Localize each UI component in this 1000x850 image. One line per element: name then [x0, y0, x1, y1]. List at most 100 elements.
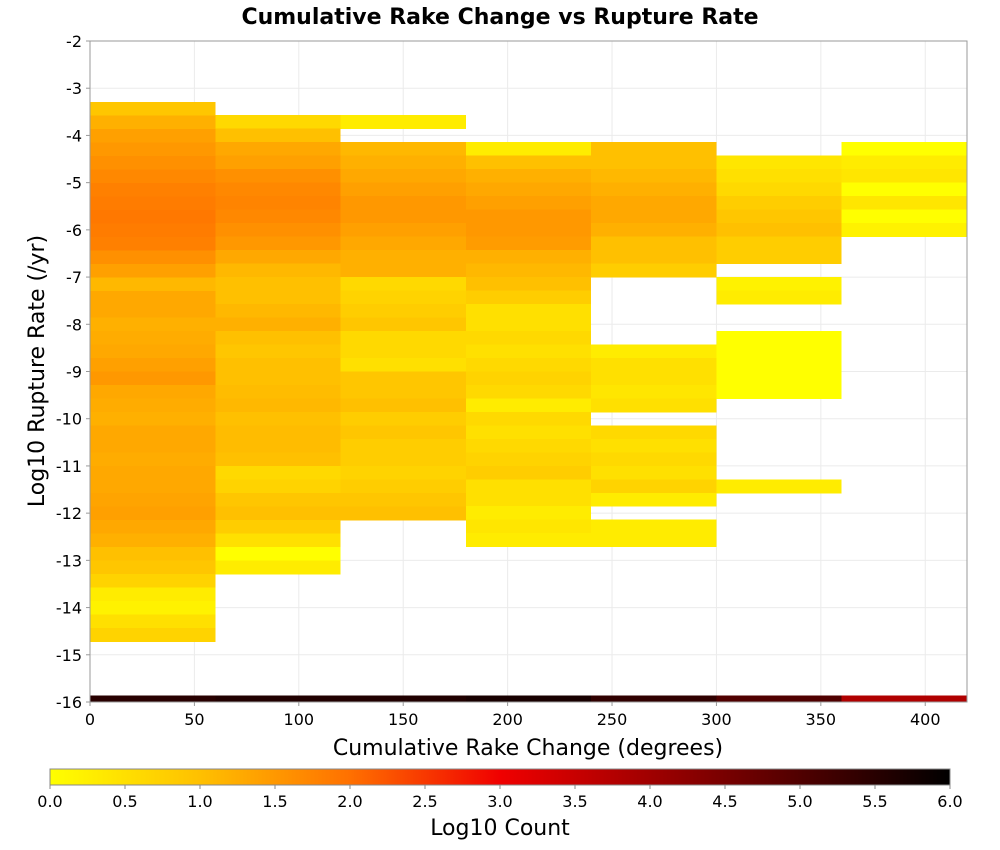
heatmap-cell	[90, 263, 216, 278]
heatmap-cell	[340, 317, 466, 332]
colorbar-tick-label: 1.5	[262, 792, 287, 811]
colorbar-label: Log10 Count	[430, 816, 570, 841]
heatmap-cell	[90, 277, 216, 292]
heatmap-cell	[841, 195, 967, 210]
heatmap-cell	[215, 344, 341, 359]
heatmap-cell	[215, 479, 341, 494]
heatmap-cell	[90, 196, 216, 211]
heatmap-cell	[215, 142, 341, 157]
heatmap-cell	[465, 506, 592, 521]
heatmap-cell	[340, 411, 466, 426]
heatmap-cell	[215, 115, 341, 130]
y-tick-label: -5	[66, 174, 82, 193]
heatmap-cell	[340, 357, 466, 372]
colorbar-tick-label: 6.0	[937, 792, 962, 811]
heatmap-cell	[215, 357, 341, 372]
heatmap-cell	[841, 155, 967, 170]
heatmap-cell	[215, 533, 341, 548]
heatmap-cell	[215, 398, 341, 413]
heatmap-cell	[841, 695, 967, 703]
heatmap-cell	[340, 250, 466, 265]
heatmap-cell	[90, 479, 216, 494]
y-tick-label: -11	[56, 457, 82, 476]
heatmap-cell	[340, 492, 466, 507]
y-axis-label: Log10 Rupture Rate (/yr)	[25, 235, 50, 507]
heatmap-cell	[591, 519, 717, 534]
heatmap-cell	[465, 371, 592, 386]
heatmap-cell	[90, 506, 216, 521]
heatmap-cell	[716, 358, 842, 373]
heatmap-cell	[215, 128, 341, 143]
y-tick-label: -15	[56, 646, 82, 665]
heatmap-cell	[90, 533, 216, 548]
heatmap-cell	[465, 384, 592, 399]
heatmap-cell	[90, 385, 216, 400]
heatmap-cell	[90, 412, 216, 427]
heatmap-cell	[90, 439, 216, 454]
y-tick-label: -4	[66, 126, 82, 145]
heatmap-cell	[716, 155, 842, 170]
colorbar-tick-label: 3.5	[562, 792, 587, 811]
colorbar-ticks: 0.0 0.5 1.0 1.5 2.0 2.5 3.0 3.5 4.0 4.5 5.0 5.5 6.0	[37, 785, 963, 811]
heatmap-cell	[716, 250, 842, 265]
heatmap-cell	[340, 344, 466, 359]
heatmap-cell	[465, 249, 592, 264]
heatmap-cell	[340, 479, 466, 494]
heatmap-cell	[90, 371, 216, 386]
heatmap-cell	[591, 169, 717, 184]
colorbar-tick-label: 5.5	[862, 792, 887, 811]
heatmap-cell	[716, 277, 842, 292]
y-tick-label: -14	[56, 599, 82, 618]
heatmap-cell	[215, 290, 341, 305]
heatmap-cell	[591, 479, 717, 494]
chart-title: Cumulative Rake Change vs Rupture Rate	[241, 5, 758, 30]
heatmap-cell	[90, 601, 216, 615]
heatmap-cell	[340, 182, 466, 197]
heatmap-cell	[90, 142, 216, 157]
heatmap-cell	[90, 115, 216, 130]
heatmap-cell	[340, 263, 466, 278]
heatmap-cell	[591, 492, 717, 507]
heatmap-cell	[716, 209, 842, 224]
heatmap-cell	[465, 452, 592, 467]
heatmap-cell	[215, 209, 341, 224]
heatmap-cell	[465, 492, 592, 507]
heatmap-cell	[90, 493, 216, 508]
colorbar-tick-label: 5.0	[787, 792, 812, 811]
heatmap-cell	[716, 236, 842, 251]
heatmap-cell	[90, 317, 216, 332]
heatmap-cell	[215, 250, 341, 265]
heatmap-cell	[591, 533, 717, 548]
heatmap-cell	[841, 169, 967, 184]
colorbar-tick-label: 0.0	[37, 792, 62, 811]
heatmap-cell	[465, 479, 592, 494]
heatmap-cell	[215, 317, 341, 332]
heatmap-cell	[340, 371, 466, 386]
heatmap-cell	[591, 142, 717, 157]
heatmap-cell	[591, 465, 717, 480]
heatmap-cell	[465, 222, 592, 237]
x-tick-label: 100	[284, 710, 315, 729]
heatmap-cell	[215, 196, 341, 211]
heatmap-cell	[716, 695, 842, 703]
heatmap-cell	[591, 236, 717, 251]
heatmap-cell	[591, 249, 717, 264]
heatmap-cell	[591, 263, 717, 278]
x-tick-label: 250	[597, 710, 628, 729]
heatmap-cell	[340, 115, 466, 130]
heatmap-cell	[90, 344, 216, 359]
heatmap-cell	[340, 438, 466, 453]
heatmap-cell	[716, 385, 842, 400]
heatmap-cell	[340, 695, 466, 703]
x-axis-ticks: 0 50 100 150 200 250 300 350 400	[85, 702, 941, 729]
heatmap-cell	[841, 209, 967, 224]
heatmap-cell	[90, 398, 216, 413]
heatmap-cell	[716, 479, 842, 494]
heatmap-cell	[591, 695, 717, 703]
heatmap-cell	[215, 155, 341, 170]
heatmap-cell	[340, 452, 466, 467]
heatmap-cell	[465, 182, 592, 197]
heatmap-cell	[465, 465, 592, 480]
x-tick-label: 300	[701, 710, 732, 729]
